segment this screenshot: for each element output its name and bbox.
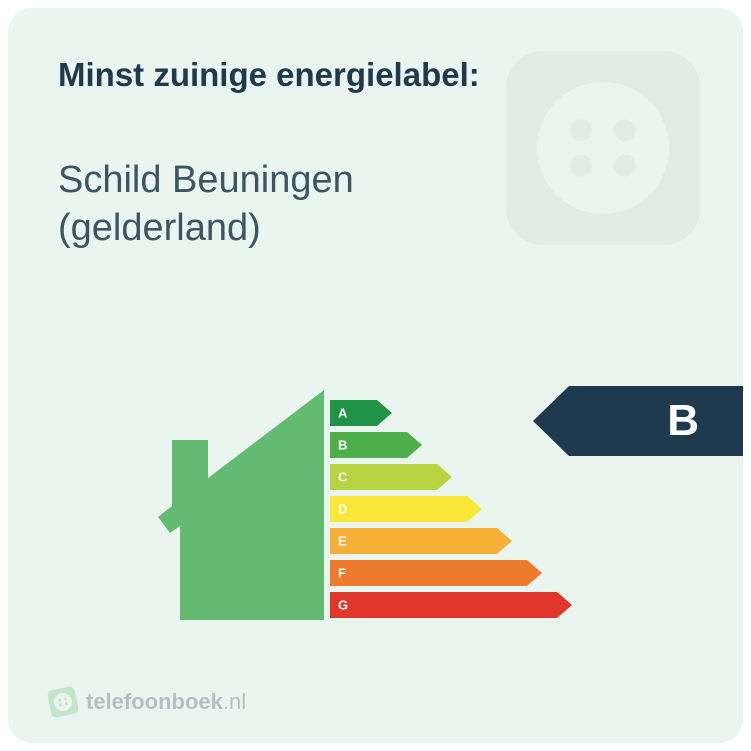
footer-brand-tld: .nl [223,689,246,714]
energy-bar-letter: E [338,534,347,549]
subtitle-line1: Schild Beuningen [58,159,354,201]
selected-label-letter: B [667,396,699,446]
energy-bar-letter: A [338,406,347,421]
energy-bar-letter: C [338,470,347,485]
energy-bar-letter: B [338,438,347,453]
page-title: Minst zuinige energielabel: [58,54,693,95]
selected-label-shape [533,386,743,456]
selected-energy-label: B [533,386,743,456]
energy-bar-letter: D [338,502,347,517]
energy-bar-c: C [330,464,572,490]
footer-brand-text: telefoonboek.nl [86,689,246,715]
footer-brand: telefoonboek.nl [48,687,246,717]
location-subtitle: Schild Beuningen (gelderland) [58,157,693,252]
house-icon [158,390,326,622]
subtitle-line2: (gelderland) [58,207,261,249]
energy-bar-f: F [330,560,572,586]
energy-bar-d: D [330,496,572,522]
footer-brand-name: telefoonboek [86,689,223,714]
energy-bar-g: G [330,592,572,618]
phonebook-icon [45,684,81,720]
energy-bar-letter: F [338,566,346,581]
energy-label-card: Minst zuinige energielabel: Schild Beuni… [8,8,743,743]
energy-bar-letter: G [338,598,348,613]
energy-bar-e: E [330,528,572,554]
